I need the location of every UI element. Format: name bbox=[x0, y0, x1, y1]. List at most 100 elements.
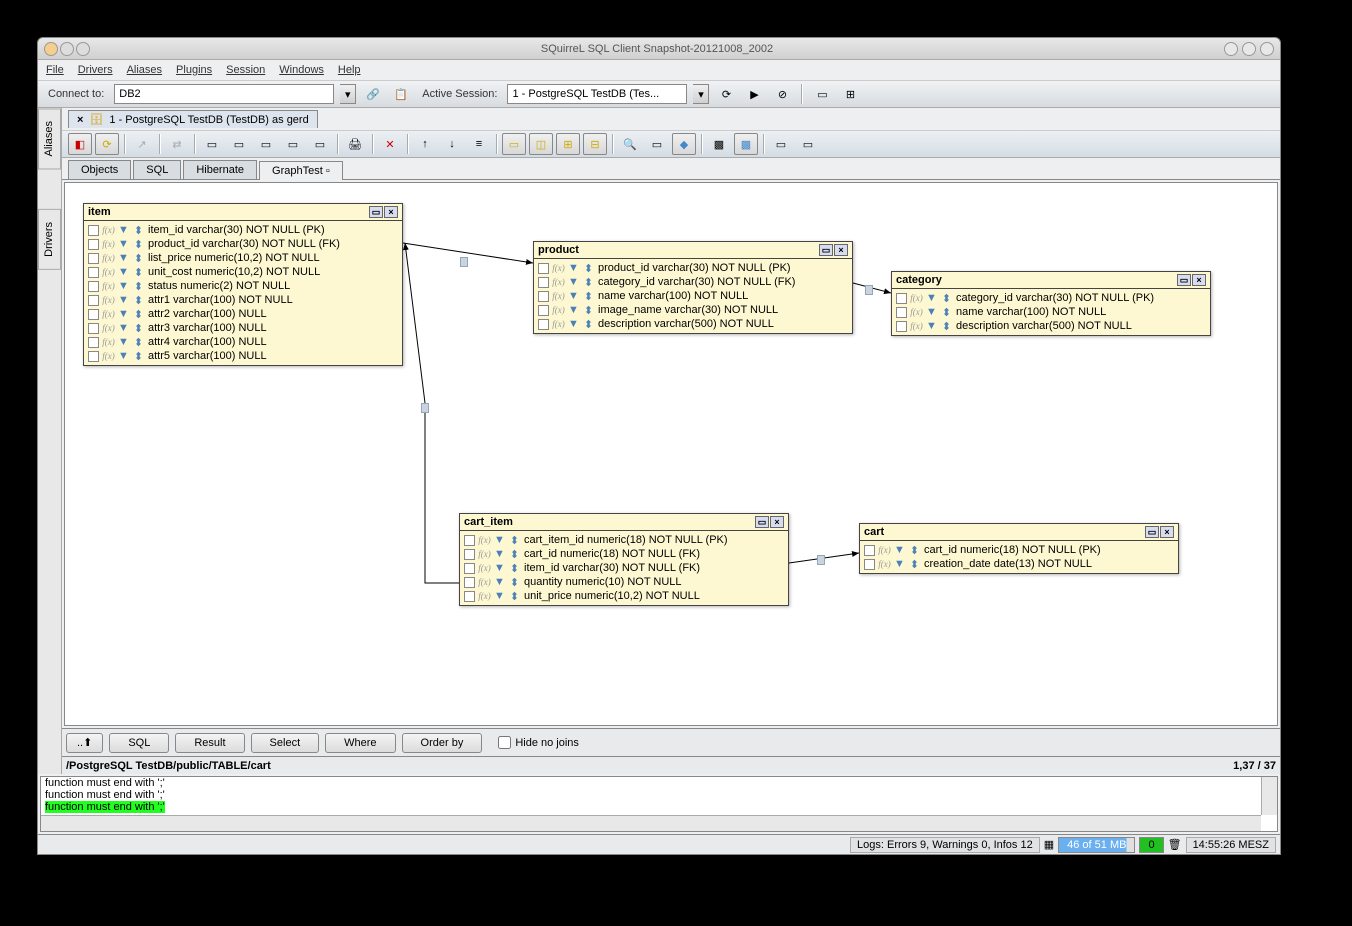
column-row[interactable]: f(x)▼⬍attr4 varchar(100) NULL bbox=[88, 335, 398, 349]
sort-icon[interactable]: ⬍ bbox=[133, 225, 144, 236]
checkbox-icon[interactable] bbox=[88, 309, 99, 320]
checkbox-icon[interactable] bbox=[538, 291, 549, 302]
menu-drivers[interactable]: Drivers bbox=[78, 64, 113, 76]
tool-icon[interactable]: ▩ bbox=[707, 133, 731, 155]
sort-icon[interactable]: ⬍ bbox=[133, 337, 144, 348]
filter-icon[interactable]: ▼ bbox=[568, 305, 579, 316]
function-icon[interactable]: f(x) bbox=[103, 309, 114, 320]
function-icon[interactable]: f(x) bbox=[103, 281, 114, 292]
function-icon[interactable]: f(x) bbox=[479, 577, 490, 588]
sort-icon[interactable]: ⬍ bbox=[909, 559, 920, 570]
column-row[interactable]: f(x)▼⬍unit_price numeric(10,2) NOT NULL bbox=[464, 589, 784, 603]
edge-handle-icon[interactable] bbox=[460, 257, 468, 267]
entity-window-icon[interactable]: ▭ bbox=[1177, 274, 1191, 286]
edge-handle-icon[interactable] bbox=[421, 403, 429, 413]
checkbox-icon[interactable] bbox=[88, 281, 99, 292]
checkbox-icon[interactable] bbox=[88, 225, 99, 236]
checkbox-icon[interactable] bbox=[464, 577, 475, 588]
tool-icon[interactable]: ▩ bbox=[734, 133, 758, 155]
scrollbar-horizontal[interactable] bbox=[41, 815, 1261, 831]
sort-icon[interactable]: ⬍ bbox=[941, 293, 952, 304]
column-row[interactable]: f(x)▼⬍attr3 varchar(100) NULL bbox=[88, 321, 398, 335]
filter-icon[interactable]: ▼ bbox=[494, 591, 505, 602]
function-icon[interactable]: f(x) bbox=[911, 321, 922, 332]
function-icon[interactable]: f(x) bbox=[479, 591, 490, 602]
entity-product[interactable]: product▭×f(x)▼⬍product_id varchar(30) NO… bbox=[533, 241, 853, 334]
sort-icon[interactable]: ⬍ bbox=[909, 545, 920, 556]
column-row[interactable]: f(x)▼⬍item_id varchar(30) NOT NULL (FK) bbox=[464, 561, 784, 575]
column-row[interactable]: f(x)▼⬍category_id varchar(30) NOT NULL (… bbox=[896, 291, 1206, 305]
entity-window-icon[interactable]: ▭ bbox=[755, 516, 769, 528]
function-icon[interactable]: f(x) bbox=[479, 535, 490, 546]
tool-icon[interactable]: ▭ bbox=[308, 133, 332, 155]
tool-icon[interactable]: ◫ bbox=[529, 133, 553, 155]
tab-hibernate[interactable]: Hibernate bbox=[183, 160, 257, 179]
orderby-button[interactable]: Order by bbox=[402, 733, 483, 753]
column-row[interactable]: f(x)▼⬍status numeric(2) NOT NULL bbox=[88, 279, 398, 293]
connect-icon[interactable]: 🔗 bbox=[362, 83, 384, 105]
checkbox-icon[interactable] bbox=[538, 263, 549, 274]
function-icon[interactable]: f(x) bbox=[553, 291, 564, 302]
arrow-up-icon[interactable]: ↑ bbox=[413, 133, 437, 155]
filter-icon[interactable]: ▼ bbox=[894, 559, 905, 570]
tool-icon[interactable]: ▭ bbox=[502, 133, 526, 155]
sort-icon[interactable]: ⬍ bbox=[941, 307, 952, 318]
status-gc[interactable]: 0 bbox=[1139, 837, 1163, 853]
filter-icon[interactable]: ▼ bbox=[926, 293, 937, 304]
sort-icon[interactable]: ⬍ bbox=[509, 549, 520, 560]
filter-icon[interactable]: ▼ bbox=[568, 291, 579, 302]
tool-icon[interactable]: ▭ bbox=[645, 133, 669, 155]
checkbox-icon[interactable] bbox=[464, 549, 475, 560]
tool-icon[interactable]: ▭ bbox=[769, 133, 793, 155]
connect-combo[interactable]: DB2 bbox=[114, 84, 334, 104]
sidetab-drivers[interactable]: Drivers bbox=[38, 209, 61, 270]
column-row[interactable]: f(x)▼⬍description varchar(500) NOT NULL bbox=[896, 319, 1206, 333]
filter-icon[interactable]: ▼ bbox=[118, 323, 129, 334]
function-icon[interactable]: f(x) bbox=[553, 319, 564, 330]
filter-icon[interactable]: ▼ bbox=[118, 337, 129, 348]
column-row[interactable]: f(x)▼⬍cart_item_id numeric(18) NOT NULL … bbox=[464, 533, 784, 547]
sort-icon[interactable]: ⬍ bbox=[583, 263, 594, 274]
filter-icon[interactable]: ▼ bbox=[118, 295, 129, 306]
filter-icon[interactable]: ▼ bbox=[118, 253, 129, 264]
entity-close-icon[interactable]: × bbox=[1192, 274, 1206, 286]
sort-icon[interactable]: ⬍ bbox=[583, 305, 594, 316]
filter-icon[interactable]: ▼ bbox=[568, 277, 579, 288]
function-icon[interactable]: f(x) bbox=[911, 307, 922, 318]
cascade-icon[interactable]: ▭ bbox=[811, 83, 833, 105]
checkbox-icon[interactable] bbox=[464, 591, 475, 602]
tool-icon[interactable]: ↗ bbox=[130, 133, 154, 155]
entity-window-icon[interactable]: ▭ bbox=[1145, 526, 1159, 538]
filter-icon[interactable]: ▼ bbox=[118, 281, 129, 292]
column-row[interactable]: f(x)▼⬍list_price numeric(10,2) NOT NULL bbox=[88, 251, 398, 265]
entity-close-icon[interactable]: × bbox=[770, 516, 784, 528]
column-row[interactable]: f(x)▼⬍unit_cost numeric(10,2) NOT NULL bbox=[88, 265, 398, 279]
where-button[interactable]: Where bbox=[325, 733, 395, 753]
trash-icon[interactable]: 🗑 bbox=[1168, 838, 1182, 851]
function-icon[interactable]: f(x) bbox=[103, 239, 114, 250]
menu-help[interactable]: Help bbox=[338, 64, 361, 76]
menu-plugins[interactable]: Plugins bbox=[176, 64, 212, 76]
function-icon[interactable]: f(x) bbox=[911, 293, 922, 304]
function-icon[interactable]: f(x) bbox=[103, 337, 114, 348]
checkbox-icon[interactable] bbox=[88, 239, 99, 250]
tool-icon[interactable]: ▭ bbox=[281, 133, 305, 155]
sort-icon[interactable]: ⬍ bbox=[509, 535, 520, 546]
filter-icon[interactable]: ▼ bbox=[118, 267, 129, 278]
sort-icon[interactable]: ⬍ bbox=[133, 281, 144, 292]
function-icon[interactable]: f(x) bbox=[553, 277, 564, 288]
play-icon[interactable]: ▶ bbox=[743, 83, 765, 105]
connect-dropdown-icon[interactable]: ▾ bbox=[340, 84, 356, 104]
tool-icon[interactable]: ≡ bbox=[467, 133, 491, 155]
column-row[interactable]: f(x)▼⬍product_id varchar(30) NOT NULL (F… bbox=[88, 237, 398, 251]
function-icon[interactable]: f(x) bbox=[479, 563, 490, 574]
checkbox-icon[interactable] bbox=[896, 307, 907, 318]
filter-icon[interactable]: ▼ bbox=[494, 535, 505, 546]
checkbox-icon[interactable] bbox=[88, 337, 99, 348]
maximize-icon[interactable] bbox=[1242, 42, 1256, 56]
new-session-icon[interactable]: 📋 bbox=[390, 83, 412, 105]
sort-icon[interactable]: ⬍ bbox=[133, 239, 144, 250]
sort-icon[interactable]: ⬍ bbox=[133, 351, 144, 362]
refresh-icon[interactable]: ⟳ bbox=[715, 83, 737, 105]
tab-sql[interactable]: SQL bbox=[133, 160, 181, 179]
